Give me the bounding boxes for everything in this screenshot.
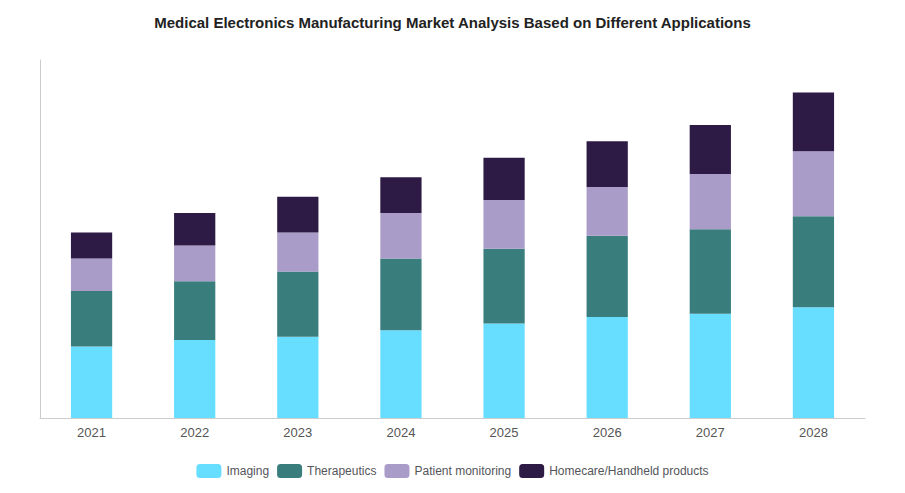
svg-text:2025: 2025 <box>490 425 519 440</box>
svg-text:2027: 2027 <box>696 425 725 440</box>
svg-text:2022: 2022 <box>180 425 209 440</box>
svg-text:Patient monitoring: Patient monitoring <box>414 464 511 478</box>
svg-text:2024: 2024 <box>386 425 415 440</box>
svg-text:Medical Electronics Manufactur: Medical Electronics Manufacturing Market… <box>154 14 751 31</box>
svg-text:2026: 2026 <box>593 425 622 440</box>
svg-text:2028: 2028 <box>799 425 828 440</box>
svg-text:Homecare/Handheld products: Homecare/Handheld products <box>549 464 708 478</box>
svg-text:2023: 2023 <box>283 425 312 440</box>
svg-text:2021: 2021 <box>77 425 106 440</box>
svg-text:Therapeutics: Therapeutics <box>307 464 376 478</box>
svg-text:Imaging: Imaging <box>226 464 269 478</box>
